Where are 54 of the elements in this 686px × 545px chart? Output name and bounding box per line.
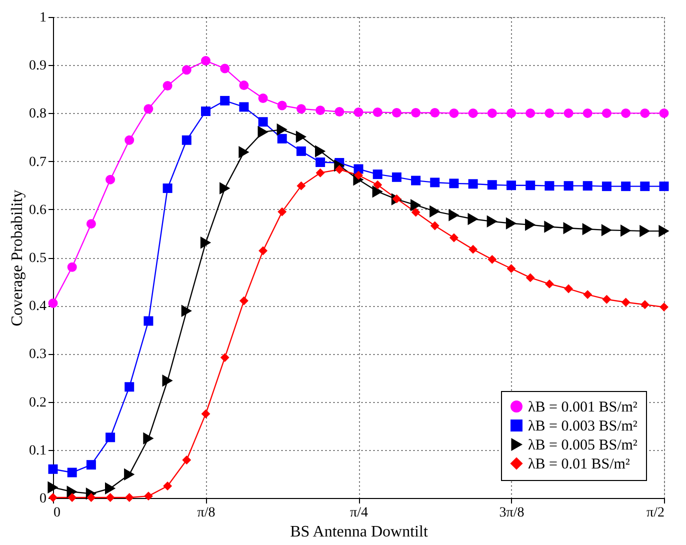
point [410,198,422,212]
legend-label: λB = 0.003 BS/m² [528,418,638,434]
x-tick-label: π/8 [197,506,216,520]
y-tick-label: 0.1 [29,443,46,458]
point [544,220,555,233]
point [276,123,288,136]
x-axis-title: BS Antenna Downtilt [290,524,428,540]
point [658,224,670,238]
point [143,432,154,444]
point [468,212,478,226]
y-tick-label: 0.4 [29,299,46,314]
point [238,146,250,158]
point [563,222,574,234]
point [48,481,58,494]
y-tick-label: 0.7 [29,154,46,170]
point [506,217,517,230]
y-tick-label: 0 [40,492,46,506]
point [162,374,173,387]
point [201,56,210,66]
point [124,468,135,481]
legend-label: λB = 0.01 BS/m² [528,456,630,472]
point [104,482,116,495]
point [640,224,650,238]
y-tick-label: 0.9 [29,58,46,74]
y-tick-label: 0.6 [29,202,46,218]
x-tick-label: 0 [54,506,60,520]
point [315,145,326,158]
point [582,222,593,236]
point [296,130,307,143]
point [372,185,383,198]
point [162,183,172,193]
point [66,486,78,498]
point [430,205,440,218]
y-tick-label: 0.8 [29,106,46,122]
point [525,218,536,231]
point [601,224,612,236]
point [316,158,326,168]
point [486,215,498,228]
x-tick-label: 3π/8 [499,506,524,520]
y-tick-label: 0.2 [29,395,46,410]
legend-label: λB = 0.001 BS/m² [528,400,638,416]
y-tick-label: 0.5 [29,251,46,266]
point [620,224,632,237]
legend-label: λB = 0.005 BS/m² [528,438,638,454]
x-tick-label: π/2 [646,506,664,520]
point [448,209,460,222]
x-tick-label: π/4 [350,506,368,520]
point [200,236,212,249]
y-tick-label: 0.3 [29,347,46,362]
point [220,182,230,194]
y-tick-label: 1 [40,10,46,26]
point [181,304,192,318]
y-axis-title: Coverage Probability [9,190,26,326]
point [258,126,268,138]
